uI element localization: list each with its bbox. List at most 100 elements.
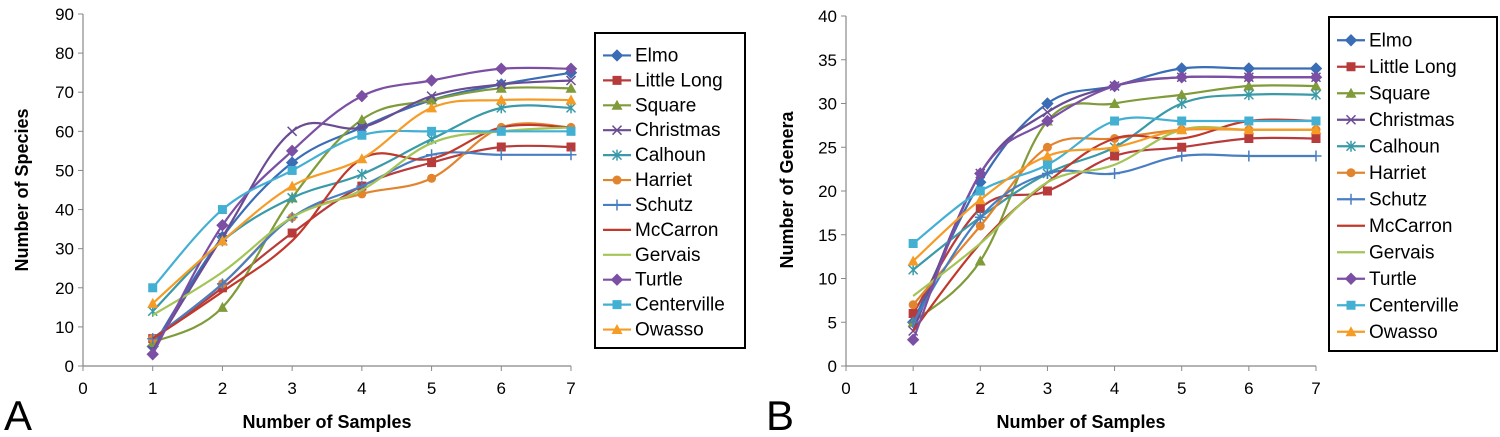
series-square [147, 82, 577, 348]
y-tick-label: 35 [818, 51, 837, 70]
y-tick-label: 60 [55, 122, 74, 141]
x-tick-label: 2 [976, 379, 985, 398]
data-point [217, 205, 227, 215]
data-point [355, 89, 369, 103]
data-point [495, 62, 508, 75]
legend-item: Turtle [1337, 269, 1417, 290]
data-point [357, 130, 367, 140]
legend-item: Schutz [603, 195, 693, 216]
legend-marker [1344, 34, 1358, 47]
legend-label: Christmas [1369, 110, 1455, 131]
legend-label: Schutz [635, 195, 693, 216]
data-point [974, 255, 986, 266]
legend-label: Square [1369, 83, 1430, 104]
data-point [1243, 124, 1255, 135]
data-point [1176, 150, 1188, 162]
x-tick-label: 2 [218, 379, 227, 398]
x-tick-label: 1 [908, 379, 917, 398]
chart-panel-B: 0 5 10 15 20 25 30 35 40 0 1 2 3 4 5 6 7 Number of Genera… [766, 7, 1498, 437]
series-turtle [146, 62, 578, 361]
data-point [1042, 107, 1053, 118]
legend-label: Harriet [1369, 163, 1427, 184]
legend-item: Square [603, 95, 696, 116]
legend: Elmo Little Long Square Christmas Calhoun Har… [1328, 16, 1498, 352]
legend-item: Square [1337, 83, 1430, 104]
y-tick-label: 20 [55, 279, 74, 298]
data-point [1311, 134, 1321, 143]
data-point [908, 300, 918, 310]
data-point [426, 102, 438, 113]
data-point [147, 333, 159, 345]
legend-marker [612, 300, 622, 310]
legend-label: Centerville [1369, 295, 1459, 316]
data-point [147, 297, 159, 308]
data-point [1244, 116, 1254, 126]
x-tick-label: 3 [287, 379, 296, 398]
legend-marker [611, 99, 623, 110]
x-tick-label: 7 [566, 379, 575, 398]
data-point [974, 211, 986, 223]
legend-item: McCarron [603, 220, 718, 241]
series-little-long [908, 134, 1321, 318]
panel-label: A [4, 392, 32, 437]
data-point [286, 180, 298, 191]
legend-label: Elmo [635, 45, 678, 66]
data-point [1176, 89, 1188, 100]
data-point [975, 221, 985, 231]
data-point [1311, 116, 1321, 126]
data-point [285, 144, 299, 158]
y-tick-label: 30 [818, 95, 837, 114]
series-line [912, 75, 1316, 341]
legend-label: McCarron [635, 220, 718, 241]
x-tick-label: 4 [1110, 379, 1119, 398]
data-point [1244, 134, 1254, 143]
legend-marker [610, 49, 624, 62]
data-point [1176, 124, 1188, 135]
data-point [495, 149, 507, 161]
data-point [425, 74, 438, 87]
legend-item: Harriet [1337, 163, 1427, 184]
legend-item: Elmo [1337, 30, 1412, 51]
legend-label: Gervais [635, 245, 700, 266]
data-point [287, 192, 298, 204]
data-point [146, 348, 159, 361]
data-point [356, 114, 368, 125]
data-point [495, 82, 507, 93]
data-point [356, 168, 367, 180]
data-point [566, 142, 576, 152]
series-schutz [147, 149, 577, 345]
data-point [974, 167, 987, 180]
legend-item: Elmo [603, 45, 678, 66]
y-tick-label: 40 [55, 201, 74, 220]
data-point [1042, 160, 1052, 170]
legend-marker [1345, 326, 1357, 337]
data-point [1041, 97, 1054, 110]
data-point [1109, 141, 1121, 152]
data-point [1242, 71, 1256, 84]
legend-marker [612, 175, 622, 185]
legend: Elmo Little Long Square Christmas Calhoun Har… [594, 32, 746, 349]
series-elmo [146, 66, 578, 353]
legend-marker [1346, 168, 1356, 178]
data-point [565, 82, 577, 93]
data-point [1110, 151, 1120, 161]
legend-label: Calhoun [1369, 136, 1440, 157]
data-point [1177, 116, 1187, 126]
y-axis-title: Number of Genera [777, 111, 797, 269]
data-point [216, 235, 228, 246]
y-tick-label: 20 [818, 182, 837, 201]
y-tick-label: 70 [55, 83, 74, 102]
legend-item: Calhoun [603, 145, 706, 166]
legend-label: Square [635, 95, 696, 116]
data-point [1041, 150, 1053, 161]
data-point [287, 228, 297, 238]
data-point [565, 149, 577, 161]
series-owasso [907, 124, 1322, 266]
x-tick-label: 1 [148, 379, 157, 398]
data-point [1108, 79, 1121, 93]
y-tick-label: 25 [818, 138, 837, 157]
data-point [1042, 142, 1052, 152]
series-centerville [908, 116, 1321, 248]
panel-label: B [766, 392, 794, 437]
